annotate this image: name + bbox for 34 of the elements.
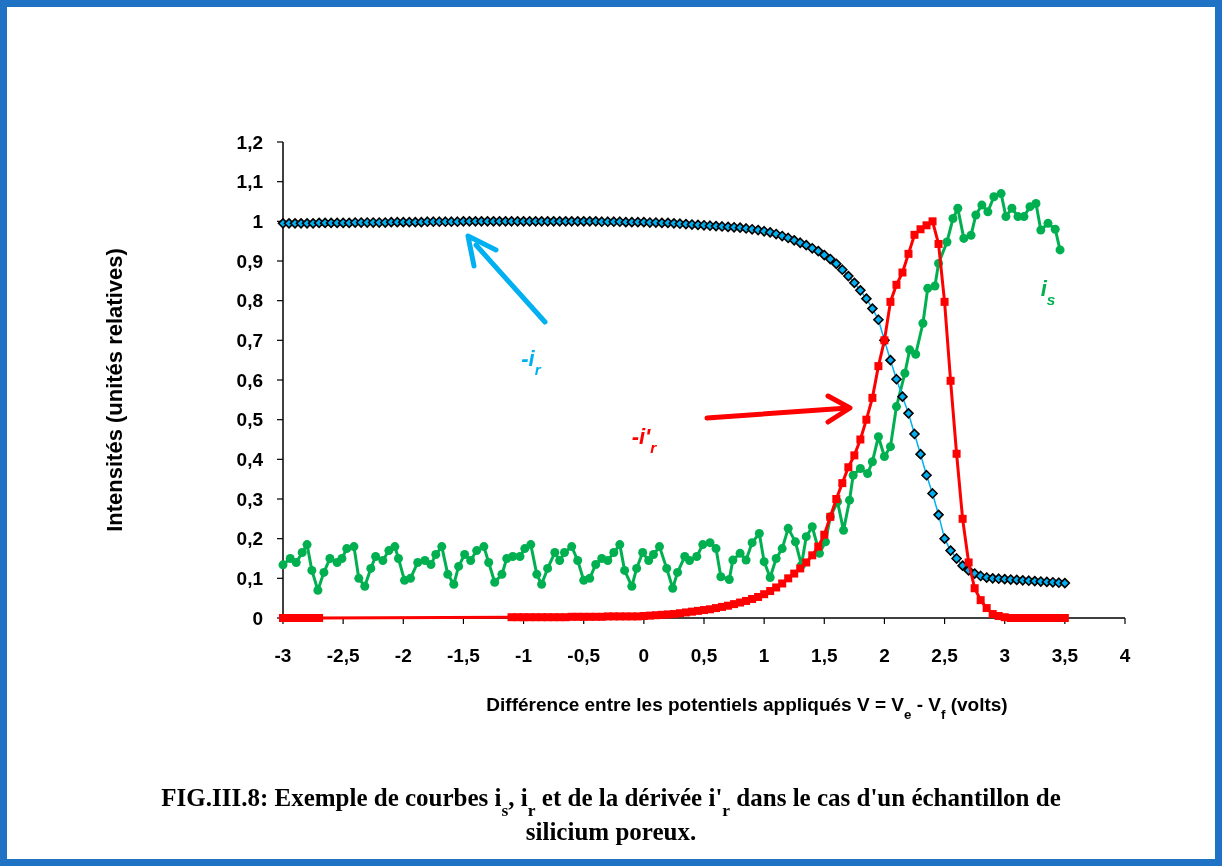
y-tick-label: 0,1 <box>236 567 264 589</box>
x-tick-label: -1 <box>515 645 533 666</box>
y-tick-label: 0,4 <box>236 448 264 470</box>
x-tick-label: -3 <box>274 645 292 666</box>
chart-title: FIG.III.8: Exemple de courbes i$_{s}$, i$_{r}$ et de la dérivée i'$_{r}$ dans le cas d'un échantillon de silicium poreux. <box>161 784 1061 845</box>
y-tick-label: 0,9 <box>236 250 263 272</box>
x-tick-label: 3,5 <box>1051 645 1079 666</box>
x-tick-label: 1 <box>758 645 770 666</box>
y-tick-label: 0 <box>252 607 263 629</box>
x-tick-label: 4 <box>1119 645 1131 666</box>
x-axis-title: Différence entre les potentiels appliqués V = V$_{e}$ - V$_{f}$ (volts) <box>486 694 1008 722</box>
y-tick-label: 0,7 <box>236 329 263 351</box>
series-label: i$_{s}$ <box>1040 276 1056 308</box>
x-tick-label: 2,5 <box>931 645 959 666</box>
x-tick-label: -1,5 <box>447 645 481 666</box>
y-tick-label: 0,3 <box>236 488 263 510</box>
x-tick-label: 1,5 <box>811 645 838 666</box>
x-tick-label: 2 <box>879 645 890 666</box>
y-tick-label: 1 <box>252 210 264 232</box>
y-tick-label: 0,2 <box>236 528 263 550</box>
x-tick-label: 0,5 <box>690 645 718 666</box>
x-tick-label: -2,5 <box>326 645 360 666</box>
x-tick-label: -0,5 <box>567 645 601 666</box>
y-tick-label: 1,2 <box>236 131 263 153</box>
x-tick-label: -2 <box>394 645 412 666</box>
y-tick-label: 0,8 <box>236 290 263 312</box>
text: -i$_{r}$ <box>521 346 542 378</box>
y-axis-title: Intensités (unités relatives) <box>102 248 127 532</box>
y-tick-label: 1,1 <box>236 171 264 193</box>
x-tick-label: 3 <box>999 645 1010 666</box>
text: -i'$_{r}$ <box>631 424 658 456</box>
x-tick-label: 0 <box>638 645 650 666</box>
y-tick-label: 0,5 <box>236 409 264 431</box>
y-tick-label: 0,6 <box>236 369 263 391</box>
